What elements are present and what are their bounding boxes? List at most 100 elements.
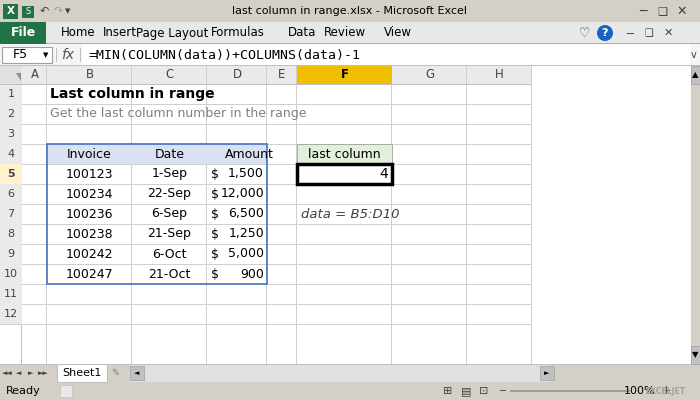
Text: Date: Date	[155, 148, 185, 160]
Bar	[0, 184, 22, 204]
Text: B: B	[85, 68, 94, 82]
Text: 100%: 100%	[624, 386, 656, 396]
Bar	[0, 364, 700, 382]
Text: Get the last column number in the range: Get the last column number in the range	[50, 108, 307, 120]
Bar	[0, 284, 22, 304]
Circle shape	[597, 25, 613, 41]
Text: ►►: ►►	[38, 370, 48, 376]
Bar	[3, 4, 18, 19]
Text: ►: ►	[545, 370, 550, 376]
Bar	[0, 104, 532, 105]
Text: Insert: Insert	[103, 26, 137, 40]
Bar	[47, 144, 267, 284]
Text: ⊡: ⊡	[480, 386, 489, 396]
Bar	[0, 184, 532, 185]
Bar	[0, 65, 700, 66]
Text: 1: 1	[8, 89, 15, 99]
Text: Last column in range: Last column in range	[50, 87, 215, 101]
Text: X: X	[6, 6, 15, 16]
Bar	[296, 66, 297, 364]
Bar	[82, 45, 690, 65]
Text: File: File	[10, 26, 36, 40]
Text: 11: 11	[4, 289, 18, 299]
Text: H: H	[495, 68, 504, 82]
Bar	[0, 124, 532, 125]
Bar	[0, 66, 22, 84]
Bar	[297, 144, 392, 164]
Bar	[0, 84, 532, 85]
Text: ─: ─	[499, 386, 505, 396]
Text: 22-Sep: 22-Sep	[148, 188, 191, 200]
Text: 100238: 100238	[66, 228, 113, 240]
Text: 4: 4	[8, 149, 15, 159]
Bar	[21, 66, 22, 364]
Bar	[80, 48, 81, 62]
Bar	[2, 47, 52, 63]
Bar	[0, 224, 22, 244]
Bar	[56, 48, 57, 62]
Text: EXCELJET: EXCELJET	[645, 386, 685, 396]
Text: ↶: ↶	[39, 6, 49, 16]
Text: fx: fx	[62, 48, 75, 62]
Bar	[131, 66, 132, 364]
Text: 12,000: 12,000	[220, 188, 264, 200]
Text: 10: 10	[4, 269, 18, 279]
Text: v: v	[691, 50, 697, 60]
Text: 5,000: 5,000	[228, 248, 264, 260]
Text: $: $	[211, 248, 219, 260]
Bar	[0, 264, 22, 284]
Bar	[0, 164, 532, 165]
Bar	[130, 365, 550, 382]
Text: $: $	[211, 228, 219, 240]
Bar	[0, 224, 532, 225]
Text: 6-Sep: 6-Sep	[151, 208, 188, 220]
Bar	[60, 385, 72, 397]
Bar	[0, 22, 46, 44]
Text: View: View	[384, 26, 412, 40]
Bar	[0, 43, 700, 44]
Text: ♡: ♡	[580, 26, 591, 40]
Bar	[0, 66, 532, 84]
Text: Formulas: Formulas	[211, 26, 265, 40]
Bar	[0, 304, 22, 324]
Bar	[297, 164, 392, 184]
Text: $: $	[211, 268, 219, 280]
Text: 100242: 100242	[66, 248, 113, 260]
Text: 900: 900	[240, 268, 264, 280]
Text: E: E	[279, 68, 286, 82]
Bar	[46, 66, 47, 364]
Text: 6,500: 6,500	[228, 208, 264, 220]
Bar	[510, 390, 630, 392]
Text: ─: ─	[626, 28, 634, 38]
Text: 4: 4	[379, 167, 388, 181]
Text: 9: 9	[8, 249, 15, 259]
Text: ►: ►	[28, 370, 34, 376]
Text: ?: ?	[602, 28, 608, 38]
Text: $: $	[211, 208, 219, 220]
Bar	[0, 264, 532, 265]
Bar	[0, 304, 532, 305]
Text: 100123: 100123	[66, 168, 113, 180]
Text: 7: 7	[8, 209, 15, 219]
Text: 100247: 100247	[66, 268, 113, 280]
Bar	[0, 124, 22, 144]
Bar	[0, 66, 700, 364]
Text: Sheet1: Sheet1	[62, 368, 102, 378]
Text: 21-Sep: 21-Sep	[148, 228, 191, 240]
Text: Amount: Amount	[225, 148, 274, 160]
Text: ▼: ▼	[65, 8, 71, 14]
Text: F: F	[340, 68, 349, 82]
Bar	[0, 382, 700, 400]
Text: S: S	[25, 6, 31, 16]
Bar	[0, 164, 22, 184]
Text: ❑: ❑	[645, 28, 653, 38]
Text: +: +	[661, 384, 671, 398]
Bar	[540, 366, 554, 380]
Bar	[297, 164, 392, 184]
Text: Review: Review	[324, 26, 366, 40]
Text: Ready: Ready	[6, 386, 41, 396]
Text: ▼: ▼	[43, 52, 49, 58]
Bar	[0, 104, 22, 124]
Text: ◄: ◄	[134, 370, 140, 376]
Text: ◄◄: ◄◄	[1, 370, 13, 376]
